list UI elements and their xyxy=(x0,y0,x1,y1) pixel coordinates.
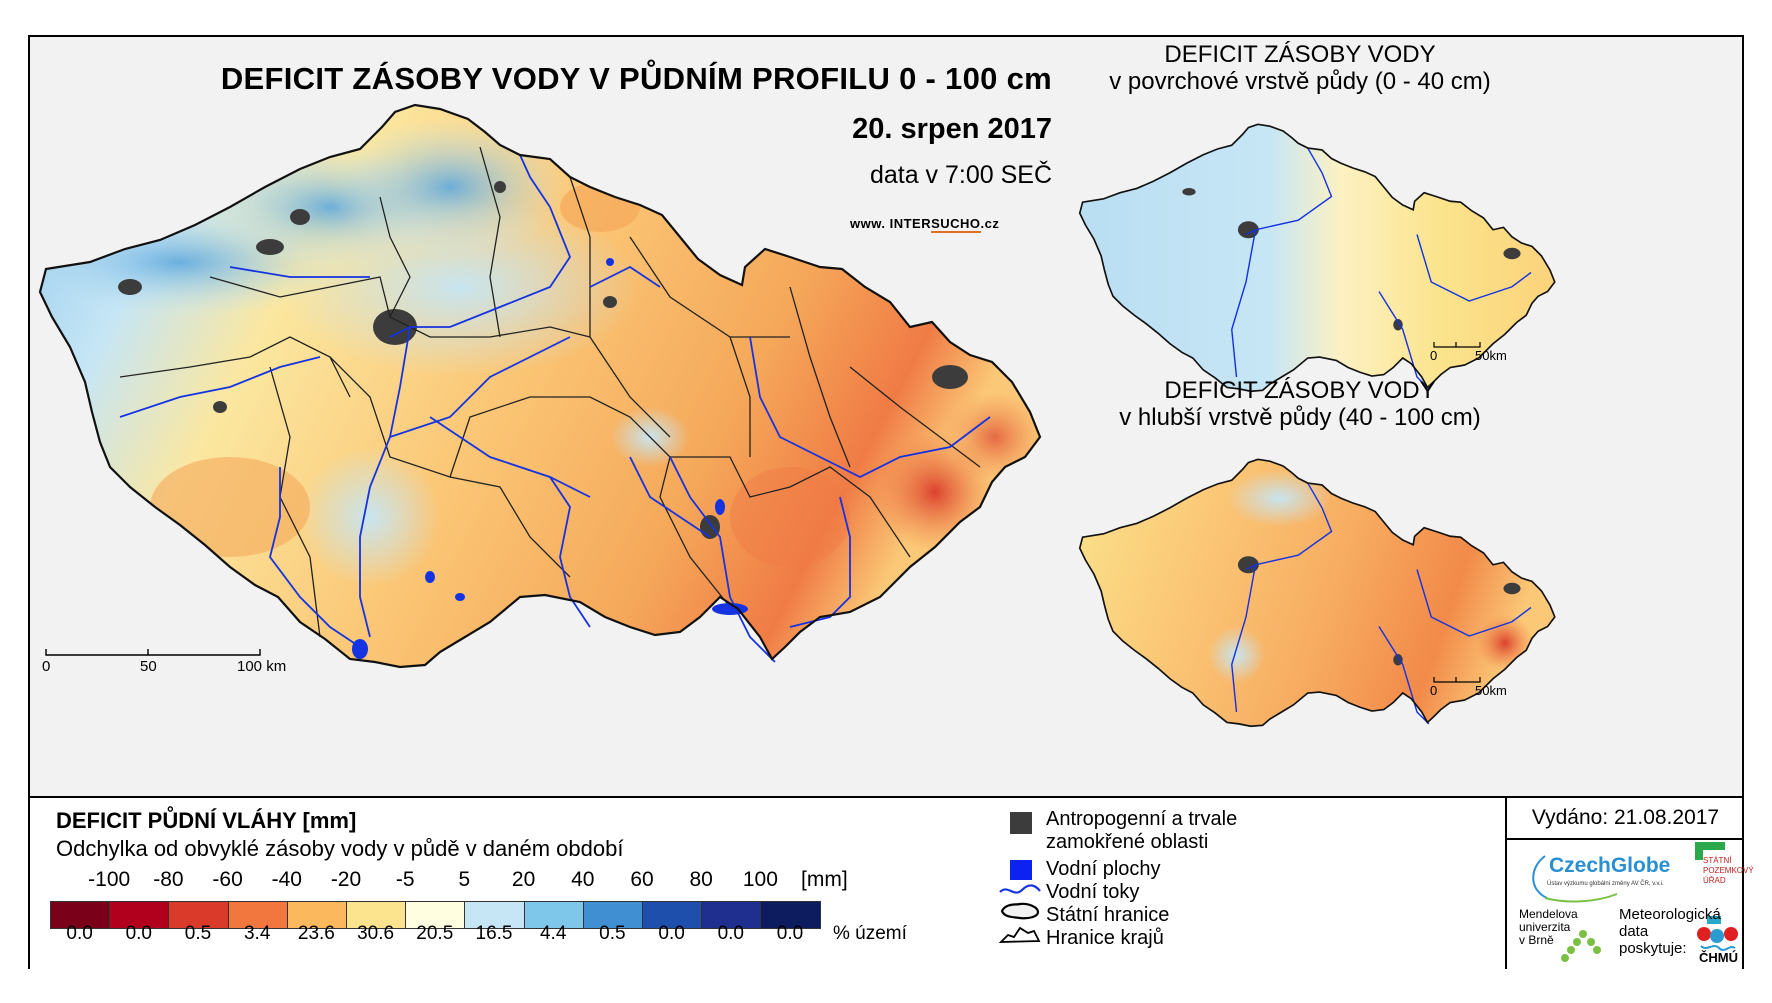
legend-percent-label: 4.4 xyxy=(539,923,567,944)
spu-line3: ÚŘAD xyxy=(1703,876,1726,885)
state-border-icon xyxy=(1000,902,1040,920)
inset-bottom-scale-0: 0 xyxy=(1430,683,1438,698)
mendelu-line1: Mendelova xyxy=(1519,907,1578,921)
legend-percent-label: 0.0 xyxy=(658,923,685,944)
spu-logo: STÁTNÍ POZEMKOVÝ ÚŘAD xyxy=(1703,856,1754,886)
chmu-line3: poskytuje: xyxy=(1619,940,1687,957)
legend-percent-label: 0.0 xyxy=(717,923,744,944)
legend-percent-label: 0.0 xyxy=(776,923,804,944)
legend-break-label: -100 xyxy=(88,868,131,891)
legend-percent-label: 3.4 xyxy=(243,923,271,944)
legend-swatch xyxy=(642,901,703,929)
legend-swatch xyxy=(523,901,584,929)
website-prefix: www. INTER xyxy=(850,216,932,231)
river-symbol-icon xyxy=(999,884,1041,894)
legend-swatch xyxy=(346,901,407,929)
logos-panel: CzechGlobe Ústav výzkumu globální změny … xyxy=(1505,838,1754,969)
spu-line2: POZEMKOVÝ xyxy=(1703,866,1754,875)
website-suffix: .cz xyxy=(980,216,1000,231)
legend-break-label: 5 xyxy=(458,868,471,891)
legend-percent-label: 0.5 xyxy=(599,923,626,944)
website-highlight: SUCHO xyxy=(931,216,981,233)
main-scale-label-50: 50 xyxy=(140,658,157,675)
legend-swatch xyxy=(464,901,525,929)
spu-line1: STÁTNÍ xyxy=(1703,856,1732,865)
issued-date: Vydáno: 21.08.2017 xyxy=(1505,798,1744,840)
inset-bottom-scale-50: 50km xyxy=(1475,683,1507,698)
chmu-line1: Meteorologická xyxy=(1619,906,1721,923)
legend-swatch xyxy=(168,901,229,929)
legend-swatch xyxy=(109,901,170,929)
mendelu-line2: univerzita xyxy=(1519,920,1571,934)
inset-bottom-title: DEFICIT ZÁSOBY VODY v hlubší vrstvě půdy… xyxy=(1040,377,1560,431)
legend-percent-label: 20.5 xyxy=(416,923,454,944)
main-scale-label-0: 0 xyxy=(42,658,51,675)
inset-top-scale-0: 0 xyxy=(1430,348,1438,363)
region-border-label: Hranice krajů xyxy=(1046,927,1164,949)
inset-top-title: DEFICIT ZÁSOBY VODY v povrchové vrstvě p… xyxy=(1040,41,1560,95)
main-title: DEFICIT ZÁSOBY VODY V PŮDNÍM PROFILU 0 -… xyxy=(220,61,1052,96)
legend-percent-label: 16.5 xyxy=(475,923,513,944)
legend-swatch xyxy=(760,901,821,929)
inset-top-title-line1: DEFICIT ZÁSOBY VODY xyxy=(1164,41,1436,68)
anthropogenic-swatch xyxy=(1010,812,1032,834)
map-area: DEFICIT ZÁSOBY VODY V PŮDNÍM PROFILU 0 -… xyxy=(30,37,1742,796)
main-map-svg xyxy=(38,103,1556,728)
czechglobe-subtitle: Ústav výzkumu globální změny AV ČR, v.v.… xyxy=(1547,881,1664,887)
map-date: 20. srpen 2017 xyxy=(852,113,1052,145)
legend-break-label: 60 xyxy=(630,868,654,891)
legend-title: DEFICIT PŮDNÍ VLÁHY [mm] xyxy=(56,808,357,833)
legend-break-label: -40 xyxy=(271,868,302,891)
legend-swatch xyxy=(701,901,762,929)
legend-break-label: 80 xyxy=(689,868,713,891)
website-link[interactable]: www. INTERSUCHO.cz xyxy=(850,216,1000,233)
inset-bottom-title-line2: v hlubší vrstvě půdy (40 - 100 cm) xyxy=(1119,404,1481,431)
inset-top-title-line2: v povrchové vrstvě půdy (0 - 40 cm) xyxy=(1109,68,1491,95)
anthropogenic-label: Antropogenní a trvale zamokřené oblasti xyxy=(1046,808,1238,853)
inset-top-scale-50: 50km xyxy=(1475,348,1507,363)
state-border-label: Státní hranice xyxy=(1046,904,1170,926)
legend-break-label: -80 xyxy=(153,868,184,891)
chmu-credit: Meteorologická data poskytuje: xyxy=(1619,906,1721,957)
mendelu-logo: Mendelova univerzita v Brně xyxy=(1519,908,1578,947)
legend-subtitle: Odchylka od obvyklé zásoby vody v půdě v… xyxy=(56,836,624,861)
legend-unit-mm: [mm] xyxy=(801,868,848,891)
chmu-line2: data xyxy=(1619,923,1649,940)
legend-area: DEFICIT PŮDNÍ VLÁHY [mm] Odchylka od obv… xyxy=(30,796,1754,969)
legend-percent-unit: % území xyxy=(833,923,907,944)
legend-break-label: -5 xyxy=(395,868,415,891)
legend-percent-label: 0.0 xyxy=(66,923,93,944)
inset-bottom-scale-bar xyxy=(1433,677,1481,683)
data-time-note: data v 7:00 SEČ xyxy=(869,161,1052,189)
chmu-logo: ČHMÚ xyxy=(1699,950,1738,965)
legend-break-label: 20 xyxy=(511,868,536,891)
legend-percent-label: 0.5 xyxy=(184,923,212,944)
mendelu-line3: v Brně xyxy=(1519,933,1554,947)
inset-bottom-title-line1: DEFICIT ZÁSOBY VODY xyxy=(1164,377,1436,404)
legend-percent-label: 0.0 xyxy=(125,923,152,944)
czechglobe-logo: CzechGlobe xyxy=(1549,854,1671,877)
map-frame: DEFICIT ZÁSOBY VODY V PŮDNÍM PROFILU 0 -… xyxy=(28,35,1754,969)
rivers-label: Vodní toky xyxy=(1046,881,1140,903)
water-body-swatch xyxy=(1010,860,1032,880)
main-scale-bar xyxy=(45,649,261,656)
legend-break-label: -60 xyxy=(212,868,243,891)
rivers-main xyxy=(119,154,991,663)
inset-top-scale-bar xyxy=(1433,342,1481,348)
legend-break-label: 100 xyxy=(742,868,778,891)
legend-break-label: -20 xyxy=(330,868,362,891)
logos-art xyxy=(1532,842,1738,962)
legend-percent-label: 30.6 xyxy=(357,923,395,944)
legend-percent-label: 23.6 xyxy=(297,923,335,944)
main-scale-label-100: 100 km xyxy=(237,658,287,675)
region-borders xyxy=(119,146,981,638)
legend-swatch xyxy=(405,901,466,929)
water-bodies-label: Vodní plochy xyxy=(1046,858,1161,880)
legend-break-label: 40 xyxy=(571,868,595,891)
region-border-icon xyxy=(998,926,1041,943)
